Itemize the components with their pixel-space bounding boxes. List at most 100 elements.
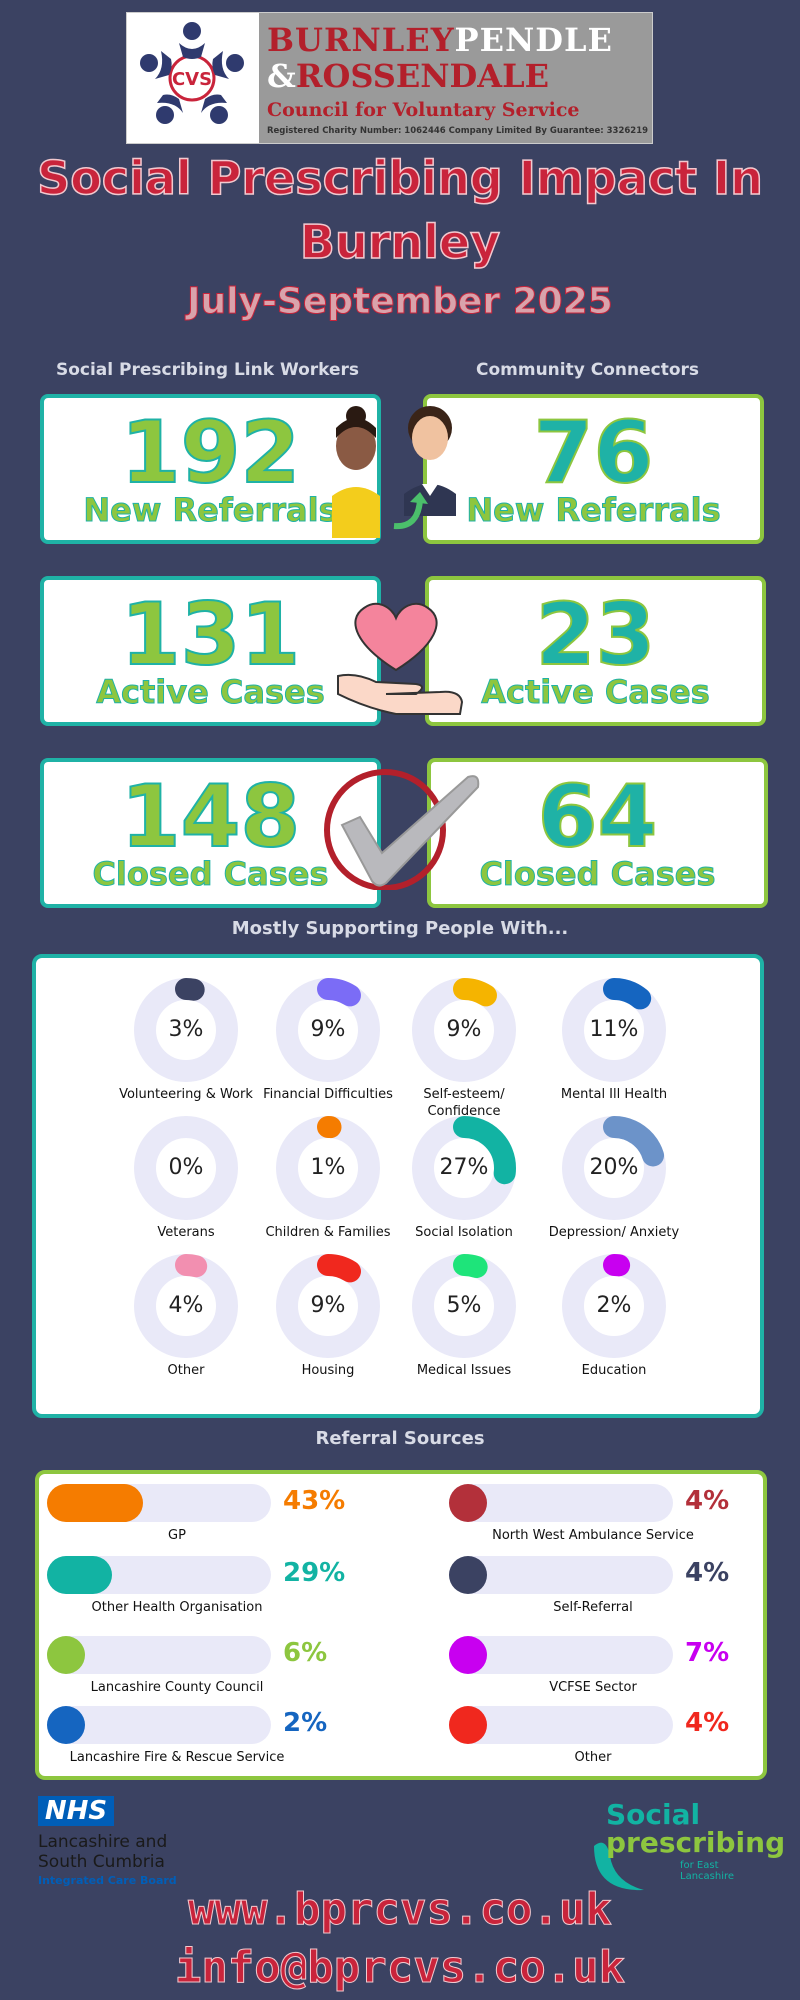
ring-label: Veterans (157, 1225, 215, 1240)
sp-line-3: for East Lancashire (680, 1860, 735, 1882)
ring-arc (412, 1116, 516, 1220)
referral-label: GP (168, 1528, 186, 1543)
sp-line-1: Social (606, 1798, 701, 1831)
ring-label: Education (581, 1363, 647, 1378)
referral-bar-track (449, 1484, 673, 1522)
support-ring (276, 978, 380, 1082)
stat-label: Closed Cases (92, 855, 329, 893)
ring-arc (134, 978, 238, 1082)
referral-bar-track (449, 1706, 673, 1744)
referral-percent: 43% (283, 1486, 346, 1516)
community-connectors-heading: Community Connectors (475, 360, 700, 380)
active-cases-connectors-card: 23 Active Cases (425, 576, 766, 726)
logo-registration: Registered Charity Number: 1062446 Compa… (267, 126, 649, 136)
referral-bar-track (449, 1636, 673, 1674)
email-link[interactable]: info@bprcvs.co.uk (174, 1942, 626, 1994)
referral-bar-fill (47, 1556, 112, 1594)
ring-percent: 5% (446, 1293, 482, 1318)
logo-line-2: &ROSSENDALE (267, 57, 549, 95)
ring-percent: 4% (168, 1293, 204, 1318)
ring-arc (562, 1254, 666, 1358)
closed-cases-connectors-card: 64 Closed Cases (427, 758, 768, 908)
page-title-line-1: Social Prescribing Impact In (36, 150, 763, 206)
support-rings (134, 978, 666, 1358)
ring-arc (276, 1254, 380, 1358)
referral-percent: 4% (685, 1708, 730, 1738)
referral-bar-track (47, 1484, 271, 1522)
ring-percent: 3% (168, 1017, 204, 1042)
referral-bar-fill (449, 1636, 487, 1674)
ring-percent: 2% (596, 1293, 632, 1318)
heart-in-hand-icon (336, 590, 466, 715)
cvs-people-icon: CVS (127, 13, 257, 143)
referral-percent: 4% (685, 1486, 730, 1516)
ring-percent: 1% (310, 1155, 346, 1180)
referral-label: North West Ambulance Service (492, 1528, 694, 1543)
social-prescribing-logo: Social prescribing for East Lancashire (584, 1796, 785, 1896)
cvs-logo-text: BURNLEYPENDLE &ROSSENDALE Council for Vo… (259, 13, 652, 143)
support-ring (412, 1116, 516, 1220)
ring-label: Volunteering & Work (119, 1087, 253, 1102)
referral-bar-fill (449, 1706, 487, 1744)
stat-value: 64 (537, 767, 659, 867)
referral-bar-track (449, 1556, 673, 1594)
website-link[interactable]: www.bprcvs.co.uk (188, 1884, 613, 1936)
referral-percent: 7% (685, 1638, 730, 1668)
stat-value: 131 (120, 585, 302, 685)
referral-bar-fill (449, 1556, 487, 1594)
ring-percent: 20% (589, 1155, 639, 1180)
ring-label: Housing (301, 1363, 355, 1378)
nhs-line-3: Integrated Care Board (38, 1874, 177, 1887)
stat-label: Active Cases (481, 673, 711, 711)
ring-percent: 27% (439, 1155, 489, 1180)
referral-label: VCFSE Sector (549, 1680, 637, 1695)
support-ring (276, 1116, 380, 1220)
support-ring (412, 1254, 516, 1358)
referral-bar-track (47, 1636, 271, 1674)
referral-label: Other (574, 1750, 612, 1765)
stat-label: New Referrals (83, 491, 338, 529)
referral-label: Lancashire Fire & Rescue Service (69, 1750, 285, 1765)
ring-arc (562, 978, 666, 1082)
nhs-line-2: South Cumbria (38, 1852, 165, 1872)
ring-label: Financial Difficulties (263, 1087, 393, 1102)
ring-arc (276, 978, 380, 1082)
svg-text:CVS: CVS (172, 69, 212, 90)
nhs-badge: NHS (38, 1796, 114, 1826)
referral-label: Self-Referral (553, 1600, 633, 1615)
support-heading: Mostly Supporting People With... (231, 918, 569, 939)
ring-label: Mental Ill Health (560, 1087, 668, 1102)
nhs-logo: NHS Lancashire and South Cumbria Integra… (36, 1796, 196, 1896)
checkmark-icon (320, 765, 490, 891)
stat-value: 192 (120, 403, 302, 503)
ring-arc (134, 1254, 238, 1358)
ring-arc (412, 1254, 516, 1358)
referral-label: Other Health Organisation (91, 1600, 263, 1615)
support-ring (562, 1116, 666, 1220)
referral-sources-panel: 43% GP 4% North West Ambulance Service 29% Ot… (35, 1470, 767, 1780)
cvs-logo: CVS BURNLEYPENDLE &ROSSENDALE Council fo… (126, 12, 653, 144)
logo-line-3: Council for Voluntary Service (267, 99, 580, 121)
support-ring (412, 978, 516, 1082)
logo-line-1: BURNLEYPENDLE (267, 21, 613, 59)
support-panel: 3% Volunteering & Work 9% Financial Difficu… (32, 954, 764, 1418)
ring-percent: 0% (168, 1155, 204, 1180)
referral-percent: 2% (283, 1708, 328, 1738)
active-cases-link-workers-card: 131 Active Cases (40, 576, 381, 726)
ring-arc (276, 1116, 380, 1220)
ring-arc (412, 978, 516, 1082)
new-referrals-link-workers-card: 192 New Referrals (40, 394, 381, 544)
referrals-heading: Referral Sources (315, 1428, 485, 1449)
support-ring (134, 1116, 238, 1220)
new-referrals-connectors-card: 76 New Referrals (423, 394, 764, 544)
referral-bar-fill (449, 1484, 487, 1522)
stat-label: New Referrals (466, 491, 721, 529)
ring-label: Medical Issues (416, 1363, 512, 1378)
page-subtitle: July-September 2025 (187, 281, 614, 323)
ring-percent: 11% (589, 1017, 639, 1042)
support-ring (276, 1254, 380, 1358)
ring-label: Self-esteem/ Confidence (423, 1087, 505, 1119)
referral-label: Lancashire County Council (90, 1680, 264, 1695)
ring-track (134, 1116, 238, 1220)
ring-label: Social Isolation (415, 1225, 513, 1240)
